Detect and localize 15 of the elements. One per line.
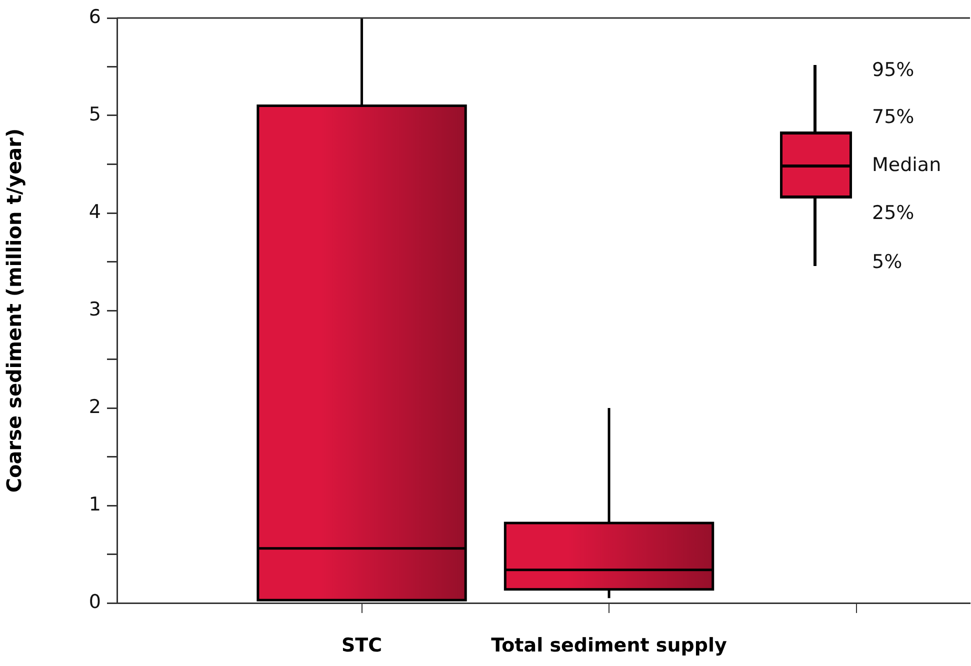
annotation: Median bbox=[872, 154, 942, 176]
y-tick-label: 3 bbox=[88, 298, 101, 320]
annotation: 75% bbox=[872, 106, 914, 128]
x-tick-label: Total sediment supply bbox=[491, 634, 728, 656]
annotation: 5% bbox=[872, 251, 902, 273]
annotation: 95% bbox=[872, 59, 914, 81]
x-tick-label: STC bbox=[341, 634, 382, 656]
y-tick-label: 4 bbox=[88, 200, 101, 223]
y-axis-title: Coarse sediment (million t/year) bbox=[2, 128, 26, 493]
y-tick-label: 0 bbox=[88, 590, 101, 613]
annotation: 25% bbox=[872, 202, 914, 224]
y-tick-label: 2 bbox=[88, 396, 101, 418]
y-tick-label: 1 bbox=[88, 493, 101, 516]
y-tick-label: 5 bbox=[88, 103, 101, 126]
y-tick-label: 6 bbox=[88, 6, 101, 28]
